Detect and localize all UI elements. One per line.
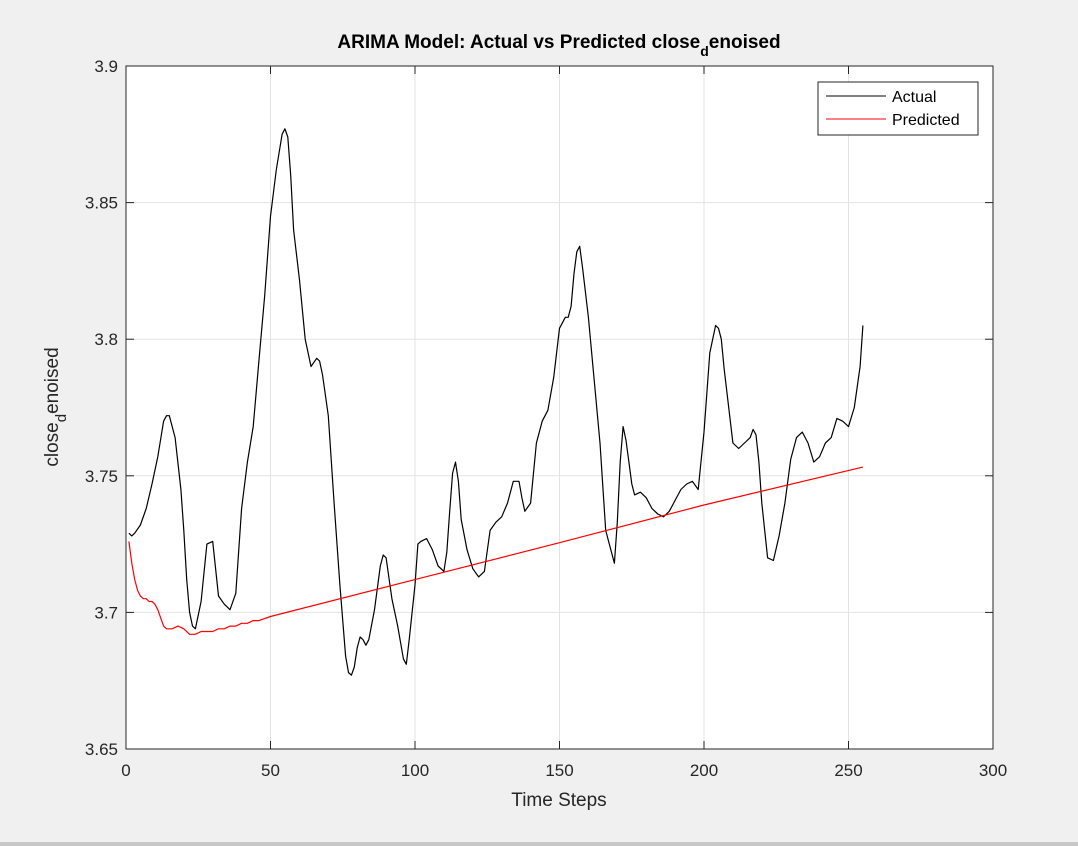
x-tick-label: 250 [834,761,862,780]
x-tick-label: 300 [979,761,1007,780]
legend-box [817,81,979,136]
x-tick-label: 100 [401,761,429,780]
y-tick-label: 3.75 [85,467,118,486]
y-tick-label: 3.8 [94,330,118,349]
legend-label-predicted: Predicted [892,112,960,129]
y-tick-label: 3.7 [94,603,118,622]
x-tick-label: 150 [545,761,573,780]
legend[interactable]: Actual Predicted [817,81,979,136]
legend-label-actual: Actual [892,89,936,106]
y-tick-label: 3.65 [85,740,118,759]
y-tick-label: 3.9 [94,57,118,76]
window-bottom-edge [0,842,1078,846]
y-tick-label: 3.85 [85,194,118,213]
grid [126,66,993,749]
chart-title: ARIMA Model: Actual vs Predicted closede… [337,32,780,59]
series-group [128,128,864,676]
series-line-actual [128,128,864,676]
x-tick-label: 50 [261,761,280,780]
x-tick-label: 200 [690,761,718,780]
x-axis-label: Time Steps [511,790,606,811]
ticks: 0 50 100 150 200 250 300 3.65 3.7 3.75 3.8 3.85 3.9 [85,57,1007,780]
series-line-predicted [128,466,864,635]
y-axis-label: closedenoised [42,347,70,466]
x-tick-label: 0 [121,761,130,780]
